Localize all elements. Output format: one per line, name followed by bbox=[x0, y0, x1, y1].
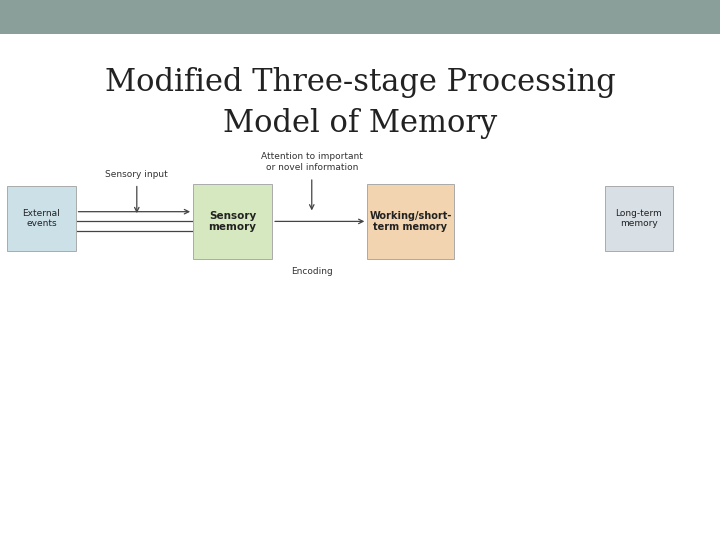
FancyBboxPatch shape bbox=[367, 184, 454, 259]
FancyBboxPatch shape bbox=[605, 186, 673, 251]
Text: Encoding: Encoding bbox=[291, 267, 333, 276]
Bar bbox=[0, 0, 720, 34]
Text: Working/short-
term memory: Working/short- term memory bbox=[369, 211, 451, 232]
Text: Long-term
memory: Long-term memory bbox=[616, 209, 662, 228]
Text: Sensory input: Sensory input bbox=[105, 170, 168, 179]
FancyBboxPatch shape bbox=[193, 184, 272, 259]
Text: External
events: External events bbox=[22, 209, 60, 228]
Text: Attention to important
or novel information: Attention to important or novel informat… bbox=[261, 152, 363, 172]
Text: Sensory
memory: Sensory memory bbox=[209, 211, 256, 232]
Text: Modified Three-stage Processing
Model of Memory: Modified Three-stage Processing Model of… bbox=[104, 68, 616, 139]
FancyBboxPatch shape bbox=[7, 186, 76, 251]
